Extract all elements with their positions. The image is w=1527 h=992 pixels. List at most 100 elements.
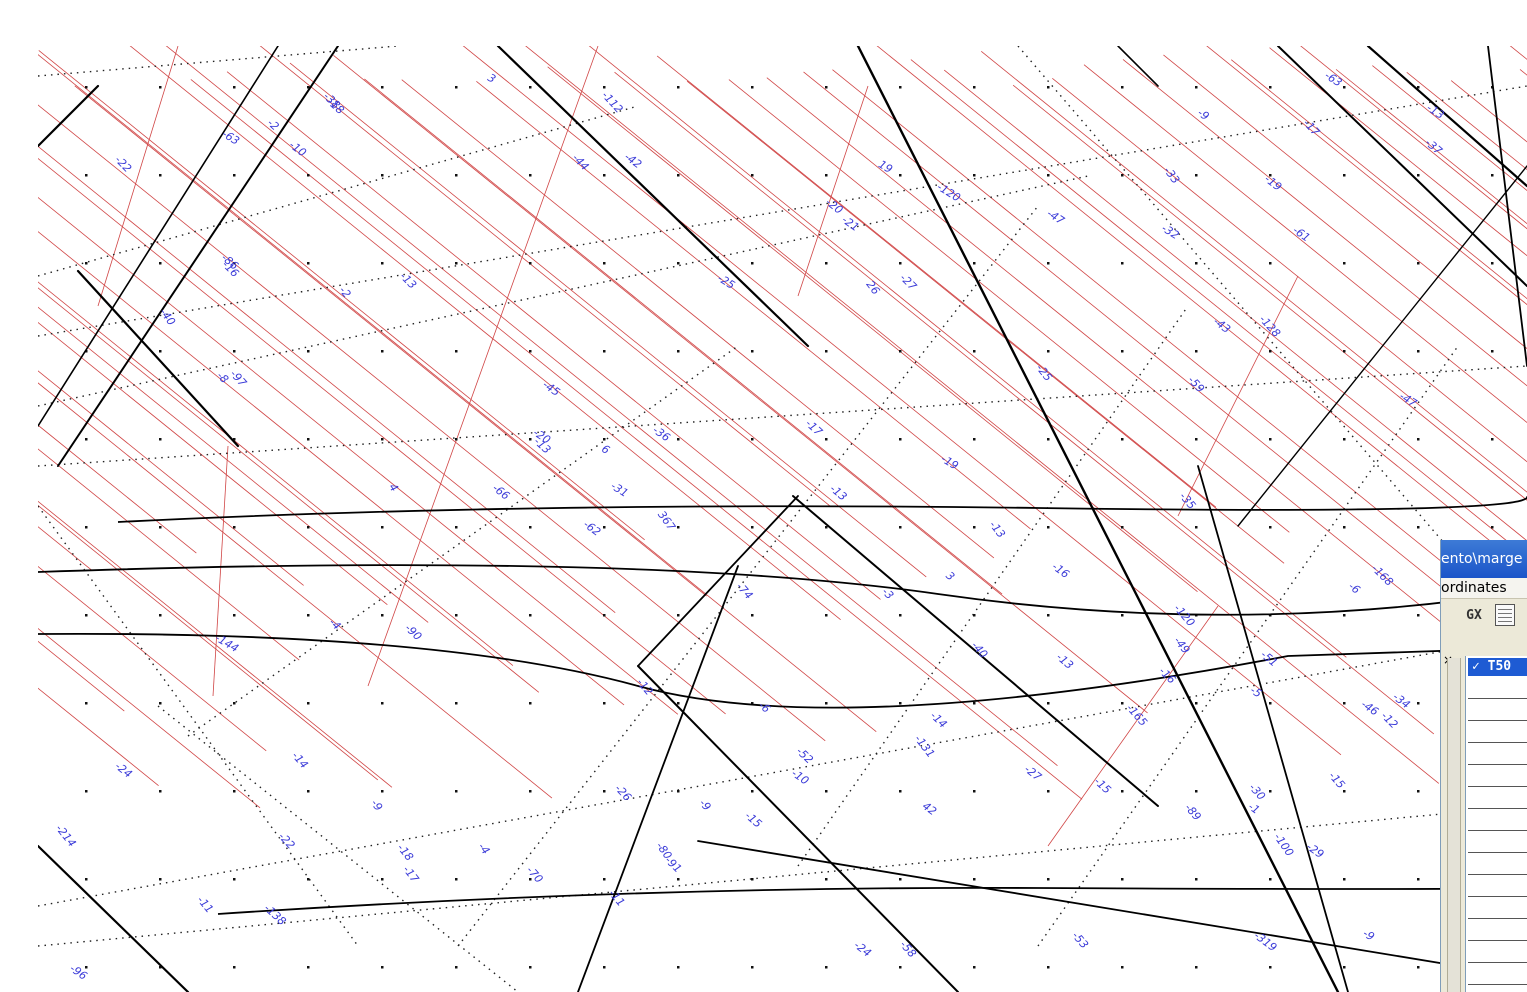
grid-point — [899, 878, 902, 881]
grid-point — [1417, 790, 1420, 793]
grid-point — [899, 614, 902, 617]
layer-item-selected[interactable]: ✓ T50 — [1468, 658, 1527, 676]
elevation-label: -9 — [697, 797, 714, 814]
layer-row[interactable] — [1468, 699, 1527, 721]
panel-title-bar[interactable]: ento\marge — [1441, 540, 1527, 578]
grid-point — [159, 86, 162, 89]
contour-line — [38, 50, 645, 541]
layer-row[interactable] — [1468, 963, 1527, 985]
contour-line — [97, 46, 179, 307]
elevation-label: -9 — [368, 797, 385, 813]
gx-button[interactable]: GX — [1466, 608, 1482, 623]
grid-point — [751, 438, 754, 441]
contour-line — [212, 445, 229, 697]
grid-point — [603, 614, 606, 617]
contour-line — [38, 54, 877, 733]
layer-row[interactable] — [1468, 853, 1527, 875]
fault-line — [856, 46, 1340, 992]
layer-row[interactable] — [1468, 897, 1527, 919]
elevation-label: -63 — [220, 127, 242, 148]
elevation-label: -21 — [839, 213, 861, 234]
grid-point — [1121, 966, 1124, 969]
grid-point — [529, 702, 532, 705]
elevation-label: -11 — [606, 887, 628, 909]
layer-row[interactable] — [1468, 941, 1527, 963]
attribute-table-icon[interactable] — [1495, 604, 1515, 626]
grid-point — [899, 350, 902, 353]
elevation-label: -15 — [1091, 775, 1113, 797]
grid-point — [1269, 438, 1272, 441]
grid-point — [1195, 790, 1198, 793]
fault-line — [637, 665, 959, 992]
grid-point — [899, 86, 902, 89]
layer-row[interactable] — [1468, 831, 1527, 853]
layer-list[interactable]: ✓ T50 — [1465, 656, 1527, 992]
panel-toolbar: GX — [1441, 598, 1527, 635]
grid-point — [307, 86, 310, 89]
grid-point — [307, 878, 310, 881]
coordinates-menu[interactable]: ordinates — [1441, 578, 1527, 598]
grid-point — [899, 262, 902, 265]
contour-line — [686, 80, 1285, 564]
contour-line — [38, 500, 393, 788]
grid-point — [825, 438, 828, 441]
elevation-label: -319 — [1251, 929, 1279, 954]
elevation-label: -2 — [265, 116, 282, 133]
grid-point — [1343, 438, 1346, 441]
grid-point — [307, 350, 310, 353]
grid-point — [1269, 174, 1272, 177]
layer-row[interactable] — [1468, 765, 1527, 787]
layer-row[interactable] — [1468, 743, 1527, 765]
survey-dot-line — [38, 46, 399, 77]
grid-point — [1269, 526, 1272, 529]
grid-point — [85, 702, 88, 705]
grid-point — [1491, 262, 1494, 265]
elevation-label: -24 — [851, 939, 873, 960]
contour-line — [1177, 275, 1299, 517]
grid-point — [1047, 350, 1050, 353]
grid-point — [677, 702, 680, 705]
grid-point — [825, 526, 828, 529]
fault-line — [1197, 465, 1349, 992]
fault-line — [1277, 46, 1527, 287]
fault-line — [577, 565, 739, 992]
layer-row[interactable] — [1468, 875, 1527, 897]
layer-row[interactable] — [1468, 809, 1527, 831]
elevation-label: -8 — [214, 369, 231, 386]
elevation-label: -10 — [287, 138, 309, 159]
elevation-label: 42 — [920, 799, 939, 818]
contour-line — [259, 46, 831, 507]
grid-point — [307, 174, 310, 177]
elevation-label: -29 — [1304, 840, 1326, 861]
grid-point — [455, 878, 458, 881]
grid-point — [1417, 526, 1420, 529]
grid-point — [1343, 966, 1346, 969]
layer-row[interactable] — [1468, 919, 1527, 941]
grid-point — [1195, 350, 1198, 353]
contour-line — [165, 46, 1058, 766]
layer-row[interactable] — [1468, 721, 1527, 743]
grid-point — [159, 526, 162, 529]
elevation-label: -120 — [1171, 602, 1197, 629]
grid-point — [85, 438, 88, 441]
layer-row[interactable] — [1468, 787, 1527, 809]
map-canvas[interactable]: 4 -12 6 -9 -138 -16 -10 3 -37 3 -42 -15 -80 -16 -13 -74… — [38, 46, 1527, 992]
grid-point — [455, 702, 458, 705]
grid-point — [677, 966, 680, 969]
layer-row[interactable] — [1468, 677, 1527, 699]
grid-point — [159, 790, 162, 793]
contour-lines — [38, 46, 1527, 847]
grid-point — [1195, 86, 1198, 89]
grid-point — [1047, 174, 1050, 177]
grid-point — [1417, 614, 1420, 617]
elevation-label: -40 — [157, 306, 178, 328]
grid-point — [825, 790, 828, 793]
elevation-label: -18 — [394, 841, 415, 863]
grid-point — [603, 350, 606, 353]
contour-line — [38, 196, 679, 715]
contour-line — [38, 306, 429, 623]
panel-scrollbar[interactable] — [1447, 658, 1461, 992]
grid-point — [381, 702, 384, 705]
grid-point — [825, 262, 828, 265]
grid-point — [1121, 350, 1124, 353]
